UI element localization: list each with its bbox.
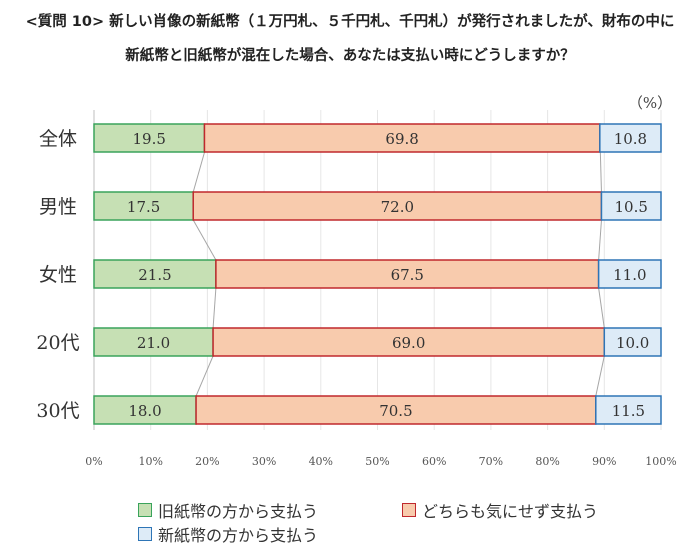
category-label: 全体 (39, 128, 77, 150)
data-label: 21.0 (137, 334, 170, 352)
bar-segment (597, 259, 662, 289)
legend-label-old: 旧紙幣の方から支払う (158, 502, 319, 521)
category-label: 男性 (39, 196, 77, 218)
bar-segment (93, 259, 217, 289)
data-label: 19.5 (133, 130, 166, 148)
x-tick-label: 10% (138, 455, 162, 468)
bar-segment (603, 327, 662, 357)
unit-label: （%） (628, 94, 672, 112)
data-label: 18.0 (128, 402, 161, 420)
series-line (212, 287, 217, 329)
data-label: 69.0 (392, 334, 425, 352)
legend-swatch-new (138, 527, 152, 541)
category-label: 20代 (36, 332, 79, 354)
series-line (598, 287, 605, 329)
data-label: 10.0 (616, 334, 649, 352)
x-tick-label: 40% (309, 455, 333, 468)
bar-segment (599, 123, 662, 153)
legend-item-either: どちらも気にせず支払う (402, 498, 598, 522)
bar-segment (595, 395, 662, 425)
bar-segment (93, 191, 194, 221)
x-tick-label: 0% (85, 455, 102, 468)
bar-segment (93, 327, 214, 357)
series-line (598, 219, 602, 261)
data-label: 21.5 (138, 266, 171, 284)
data-label: 10.8 (614, 130, 647, 148)
bar-segment (93, 123, 206, 153)
legend-label-either: どちらも気にせず支払う (422, 502, 599, 521)
data-label: 11.0 (613, 266, 646, 284)
x-tick-label: 80% (535, 455, 559, 468)
data-label: 69.8 (385, 130, 418, 148)
legend-swatch-old (138, 503, 152, 517)
x-tick-label: 100% (645, 455, 676, 468)
bar-segment (215, 259, 600, 289)
data-label: 70.5 (379, 402, 412, 420)
x-tick-label: 50% (365, 455, 389, 468)
data-label: 10.5 (615, 198, 648, 216)
series-line (599, 151, 602, 193)
legend-item-old: 旧紙幣の方から支払う (138, 498, 318, 522)
series-line (192, 151, 206, 193)
category-label: 30代 (36, 400, 79, 422)
bar-segment (192, 191, 603, 221)
data-label: 72.0 (381, 198, 414, 216)
series-line (192, 219, 217, 261)
x-tick-label: 20% (195, 455, 219, 468)
legend-label-new: 新紙幣の方から支払う (158, 526, 319, 545)
bar-segment (195, 395, 597, 425)
data-label: 67.5 (391, 266, 424, 284)
bar-segment (600, 191, 662, 221)
series-line (595, 355, 605, 397)
category-label: 女性 (39, 264, 77, 286)
bar-segment (203, 123, 601, 153)
data-label: 17.5 (127, 198, 160, 216)
chart-title-line1: <質問 10> 新しい肖像の新紙幣（１万円札、５千円札、千円札）が発行されました… (25, 14, 675, 30)
series-line (195, 355, 214, 397)
x-tick-label: 70% (479, 455, 503, 468)
bar-segment (93, 395, 197, 425)
x-tick-label: 30% (252, 455, 276, 468)
x-tick-label: 90% (592, 455, 616, 468)
legend-swatch-either (402, 503, 416, 517)
legend-item-new: 新紙幣の方から支払う (138, 522, 318, 546)
chart-title-line2: 新紙幣と旧紙幣が混在した場合、あなたは支払い時にどうしますか？ (125, 48, 575, 64)
data-label: 11.5 (612, 402, 645, 420)
x-tick-label: 60% (422, 455, 446, 468)
